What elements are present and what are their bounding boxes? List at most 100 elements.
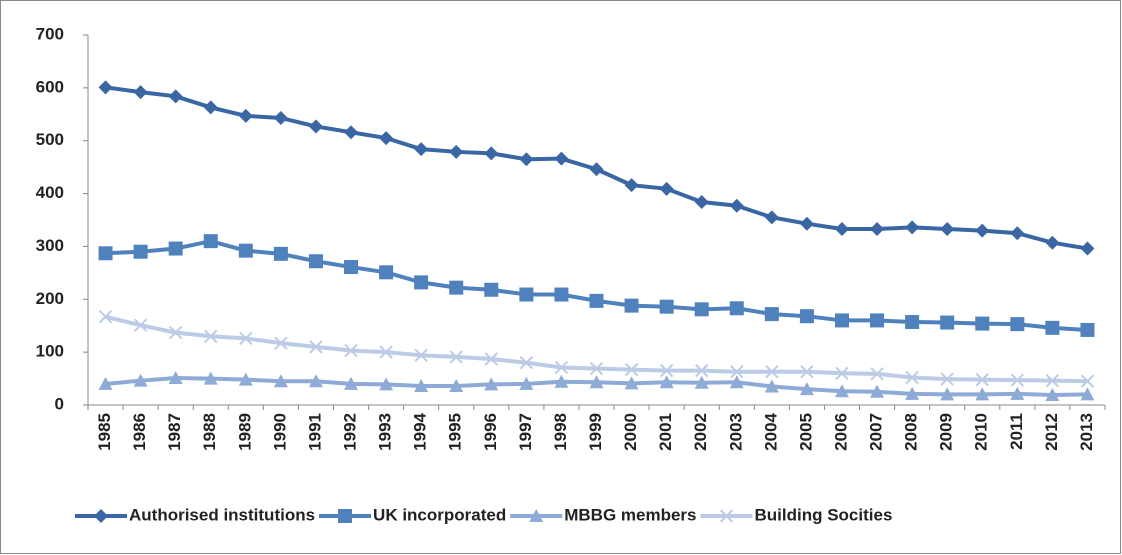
- x-tick-label: 2005: [796, 413, 815, 451]
- y-tick-label: 500: [36, 130, 64, 149]
- marker: [694, 363, 709, 378]
- marker: [308, 254, 323, 269]
- marker: [379, 377, 394, 391]
- y-tick-label: 700: [36, 24, 64, 43]
- marker: [975, 372, 989, 387]
- marker: [98, 310, 113, 324]
- marker: [765, 364, 779, 379]
- marker: [554, 374, 569, 388]
- marker: [719, 509, 734, 523]
- marker: [554, 360, 569, 375]
- x-tick-label: 2007: [867, 413, 886, 451]
- x-tick-label: 1998: [551, 413, 570, 451]
- marker: [519, 287, 534, 302]
- marker: [203, 100, 218, 115]
- marker: [273, 110, 288, 125]
- y-tick-label: 200: [36, 289, 64, 308]
- marker: [659, 181, 674, 196]
- marker: [133, 373, 148, 387]
- marker: [1010, 386, 1025, 400]
- marker: [1045, 387, 1060, 401]
- marker: [554, 287, 569, 302]
- marker: [449, 144, 464, 159]
- marker: [379, 131, 394, 146]
- y-tick-label: 300: [36, 236, 64, 255]
- marker: [905, 386, 920, 400]
- marker: [239, 331, 253, 346]
- marker: [133, 244, 148, 259]
- x-tick-label: 1988: [200, 413, 219, 451]
- x-tick-label: 2004: [761, 412, 780, 450]
- marker: [168, 325, 183, 340]
- marker: [133, 318, 148, 332]
- marker: [799, 382, 814, 396]
- marker: [1080, 387, 1095, 401]
- marker: [624, 362, 639, 377]
- marker: [659, 299, 674, 314]
- marker: [308, 374, 323, 388]
- marker: [694, 375, 709, 389]
- marker: [870, 367, 884, 381]
- marker: [834, 384, 849, 398]
- x-tick-label: 2002: [691, 413, 710, 451]
- marker: [1045, 320, 1060, 335]
- marker: [309, 340, 323, 354]
- x-tick-label: 1986: [130, 413, 149, 451]
- marker: [905, 370, 919, 385]
- marker: [1045, 235, 1060, 250]
- marker: [203, 371, 218, 385]
- x-tick-label: 1999: [586, 413, 605, 451]
- x-tick-label: 2000: [621, 413, 640, 451]
- x-tick-label: 1992: [341, 413, 360, 451]
- marker: [835, 366, 849, 380]
- marker: [98, 376, 113, 390]
- y-tick-label: 400: [36, 183, 64, 202]
- marker: [905, 220, 920, 235]
- marker: [414, 142, 429, 157]
- marker: [344, 343, 358, 358]
- x-tick-label: 1993: [376, 413, 395, 451]
- marker: [449, 378, 464, 392]
- marker: [238, 372, 253, 386]
- marker: [338, 509, 353, 523]
- marker: [449, 350, 463, 364]
- marker: [589, 293, 604, 308]
- legend-label: Building Socities: [755, 505, 893, 524]
- marker: [484, 146, 499, 161]
- marker: [308, 119, 323, 134]
- x-tick-label: 1996: [481, 413, 500, 451]
- marker: [975, 223, 990, 238]
- marker: [905, 315, 920, 330]
- marker: [379, 345, 393, 359]
- legend-label: UK incorporated: [373, 505, 506, 524]
- marker: [168, 241, 183, 256]
- marker: [519, 152, 534, 167]
- marker: [238, 108, 253, 123]
- marker: [273, 246, 288, 261]
- marker: [800, 364, 814, 379]
- marker: [414, 378, 429, 392]
- marker: [730, 364, 744, 379]
- x-tick-label: 2011: [1007, 413, 1026, 450]
- marker: [1045, 373, 1060, 388]
- marker: [1080, 374, 1095, 388]
- marker: [168, 89, 183, 104]
- x-tick-label: 1994: [411, 412, 430, 450]
- marker: [729, 375, 744, 389]
- marker: [1010, 317, 1025, 332]
- marker: [1080, 241, 1095, 256]
- marker: [729, 301, 744, 316]
- marker: [975, 387, 990, 401]
- marker: [659, 363, 674, 378]
- x-tick-label: 1995: [446, 413, 465, 451]
- marker: [729, 198, 744, 213]
- marker: [940, 372, 954, 386]
- x-tick-label: 2009: [937, 413, 956, 451]
- marker: [414, 275, 429, 290]
- legend-label: Authorised institutions: [129, 505, 315, 524]
- marker: [940, 387, 955, 401]
- marker: [203, 234, 218, 249]
- marker: [589, 375, 604, 389]
